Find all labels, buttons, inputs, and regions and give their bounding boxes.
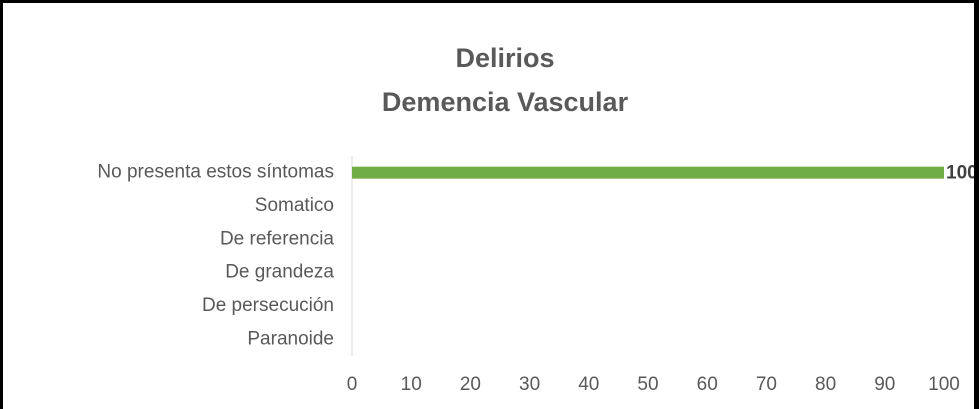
x-tick-label: 0 [347,374,358,395]
x-tick-label: 20 [460,374,481,395]
x-tick-label: 10 [401,374,422,395]
frame-edge [974,0,979,409]
y-tick-label: De grandeza [225,262,334,283]
x-tick-label: 90 [874,374,895,395]
y-tick-label: Somatico [255,195,334,216]
x-tick-label: 70 [756,374,777,395]
y-tick-label: De referencia [220,228,334,249]
x-tick-label: 40 [578,374,599,395]
x-tick-label: 50 [637,374,658,395]
y-tick-label: Paranoide [247,328,334,349]
y-tick-label: De persecución [202,295,334,316]
bar [352,166,944,179]
chart-title: Delirios [455,43,554,73]
x-tick-label: 60 [697,374,718,395]
x-tick-label: 80 [815,374,836,395]
y-tick-label: No presenta estos síntomas [97,162,334,183]
data-label: 100 [946,163,978,184]
x-tick-label: 30 [519,374,540,395]
chart-subtitle: Demencia Vascular [382,87,629,117]
x-tick-label: 100 [928,374,960,395]
